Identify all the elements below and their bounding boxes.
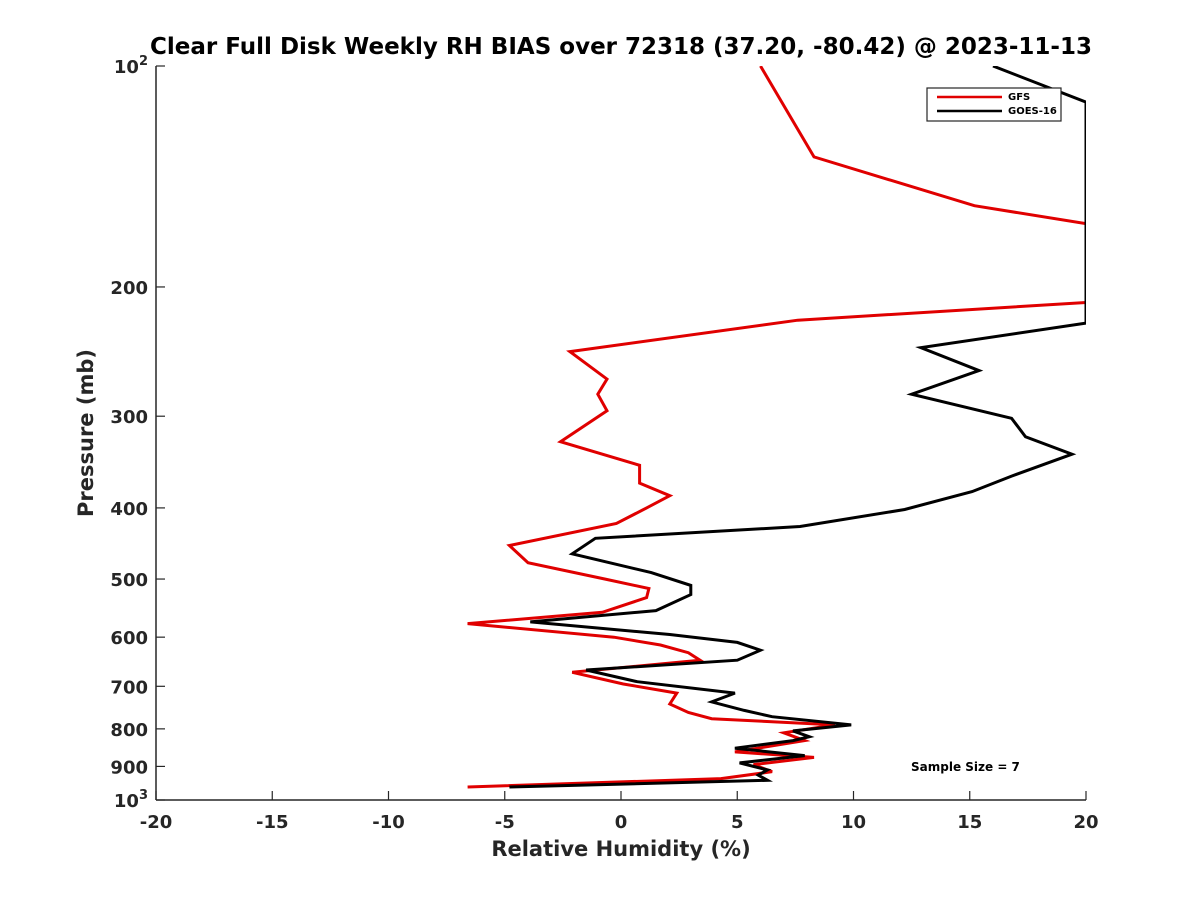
- legend-box: [926, 87, 1062, 122]
- legend: GFS GOES-16: [926, 87, 1062, 122]
- y-tick-label: 300: [110, 407, 148, 428]
- x-ticks: -20 -15 -10 -5 0 5 10 15 20: [140, 791, 1099, 833]
- y-ticks: 102 200 300 400 500 600 700 800 900 103: [110, 54, 165, 812]
- x-tick-label: -10: [372, 812, 405, 833]
- chart-title: Clear Full Disk Weekly RH BIAS over 7231…: [150, 34, 1092, 60]
- x-tick-label: 20: [1073, 812, 1098, 833]
- legend-label-goes16: GOES-16: [1008, 106, 1057, 117]
- x-tick-label: -5: [495, 812, 515, 833]
- legend-label-gfs: GFS: [1008, 92, 1030, 103]
- y-tick-label: 800: [110, 720, 148, 741]
- y-tick-label: 200: [110, 278, 148, 299]
- y-tick-label: 700: [110, 677, 148, 698]
- axes: [155, 66, 1086, 801]
- y-tick-label: 900: [110, 757, 148, 778]
- plot-area: [467, 66, 1086, 789]
- y-tick-label: 600: [110, 628, 148, 649]
- y-tick-label: 500: [110, 570, 148, 591]
- series-line-goes16: [509, 66, 1086, 789]
- y-tick-label: 103: [114, 788, 148, 812]
- sample-size-annotation: Sample Size = 7: [911, 760, 1020, 774]
- x-tick-label: -20: [140, 812, 173, 833]
- series-line-gfs: [467, 66, 1086, 789]
- y-tick-label: 102: [114, 54, 148, 78]
- x-axis-label: Relative Humidity (%): [491, 837, 750, 861]
- x-tick-label: 0: [615, 812, 628, 833]
- x-tick-label: 5: [731, 812, 744, 833]
- y-axis-label: Pressure (mb): [74, 349, 98, 517]
- x-tick-label: 10: [841, 812, 866, 833]
- x-tick-label: 15: [957, 812, 982, 833]
- y-tick-label: 400: [110, 499, 148, 520]
- x-tick-label: -15: [256, 812, 289, 833]
